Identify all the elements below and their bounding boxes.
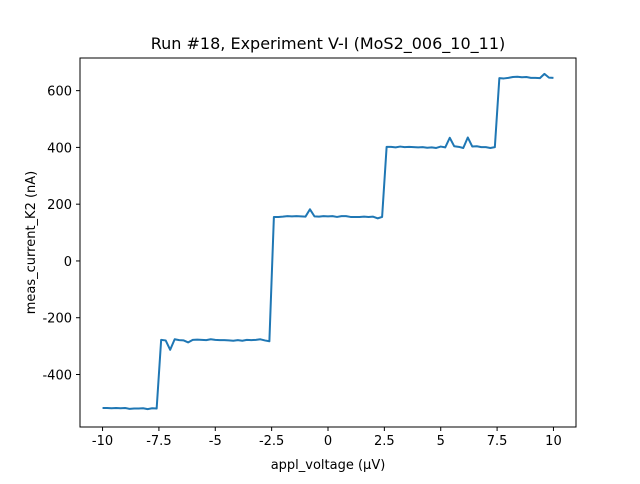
y-tick-label: 400 <box>47 141 72 156</box>
x-tick-label: -10 <box>92 434 113 449</box>
x-tick-label: 7.5 <box>487 434 508 449</box>
y-tick-label: -200 <box>42 312 72 327</box>
x-tick-label: -5 <box>209 434 222 449</box>
series-group <box>102 72 554 411</box>
x-tick-label: -2.5 <box>259 434 284 449</box>
y-tick-label: 200 <box>47 198 72 213</box>
y-axis-label: meas_current_K2 (nA) <box>24 171 39 315</box>
y-tick-label: 0 <box>64 255 72 270</box>
x-tick-label: 10 <box>545 434 562 449</box>
series-line <box>102 72 554 411</box>
x-tick-label: 5 <box>437 434 445 449</box>
x-tick-label: 2.5 <box>374 434 395 449</box>
x-tick-label: -7.5 <box>146 434 171 449</box>
x-axis-label: appl_voltage (µV) <box>271 458 386 473</box>
y-tick-label: 600 <box>47 85 72 100</box>
plot-frame <box>79 57 577 428</box>
y-tick-label: -400 <box>42 368 72 383</box>
x-tick-label: 0 <box>324 434 332 449</box>
chart-title: Run #18, Experiment V-I (MoS2_006_10_11) <box>151 34 506 54</box>
ticks-group: -10 -7.5 -5 -2.5 0 2.5 5 7.5 10 -400 -200 0 200 400 60… <box>42 85 561 449</box>
